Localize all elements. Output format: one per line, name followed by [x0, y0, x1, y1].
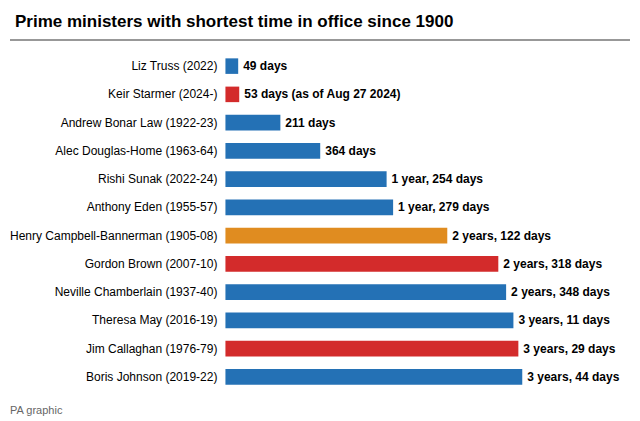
svg-text:Andrew Bonar Law (1922-23): Andrew Bonar Law (1922-23)	[61, 116, 218, 130]
svg-text:364 days: 364 days	[325, 144, 376, 158]
svg-text:PA graphic: PA graphic	[10, 404, 63, 416]
svg-text:Boris Johnson (2019-22): Boris Johnson (2019-22)	[86, 370, 217, 384]
svg-text:1 year, 279 days: 1 year, 279 days	[398, 200, 490, 214]
svg-text:2 years, 348 days: 2 years, 348 days	[511, 285, 610, 299]
svg-text:Henry Campbell-Bannerman (1905: Henry Campbell-Bannerman (1905-08)	[10, 229, 217, 243]
svg-text:Rishi Sunak (2022-24): Rishi Sunak (2022-24)	[98, 172, 217, 186]
svg-text:Theresa May (2016-19): Theresa May (2016-19)	[92, 313, 217, 327]
svg-text:Jim Callaghan (1976-79): Jim Callaghan (1976-79)	[86, 342, 217, 356]
svg-text:Alec Douglas-Home (1963-64): Alec Douglas-Home (1963-64)	[55, 144, 217, 158]
svg-text:Gordon Brown (2007-10): Gordon Brown (2007-10)	[85, 257, 218, 271]
svg-text:3 years, 29 days: 3 years, 29 days	[523, 342, 615, 356]
svg-text:Neville Chamberlain (1937-40): Neville Chamberlain (1937-40)	[55, 285, 218, 299]
svg-text:3 years, 44 days: 3 years, 44 days	[527, 370, 619, 384]
svg-text:Prime ministers with shortest: Prime ministers with shortest time in of…	[15, 12, 453, 31]
svg-text:211 days: 211 days	[285, 116, 335, 130]
svg-text:49 days: 49 days	[243, 59, 287, 73]
svg-text:3 years, 11 days: 3 years, 11 days	[518, 313, 610, 327]
svg-text:53 days (as of Aug 27 2024): 53 days (as of Aug 27 2024)	[244, 87, 400, 101]
svg-text:2 years, 122 days: 2 years, 122 days	[452, 229, 551, 243]
svg-text:1 year, 254 days: 1 year, 254 days	[392, 172, 484, 186]
svg-text:Liz Truss (2022): Liz Truss (2022)	[131, 59, 217, 73]
svg-text:Keir Starmer (2024-): Keir Starmer (2024-)	[108, 87, 217, 101]
svg-text:2 years, 318 days: 2 years, 318 days	[503, 257, 602, 271]
svg-text:Anthony Eden (1955-57): Anthony Eden (1955-57)	[87, 200, 218, 214]
